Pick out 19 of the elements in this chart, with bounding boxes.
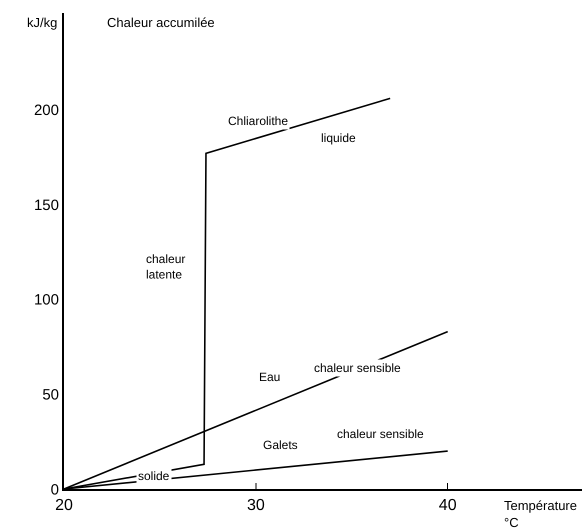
x-tick-label: 30	[246, 497, 265, 514]
y-tick-label: 100	[34, 292, 59, 309]
y-tick-label: 50	[42, 386, 59, 404]
annotation: liquide	[321, 131, 356, 145]
y-tick-label: 200	[34, 102, 59, 119]
y-tick-label: 0	[50, 481, 59, 498]
annotation: Galets	[263, 438, 298, 452]
y-axis-title: kJ/kg	[27, 15, 58, 30]
annotation: chaleur sensible	[314, 361, 402, 375]
chart-title: Chaleur accumilée	[107, 15, 215, 30]
y-tick-label: 150	[34, 196, 59, 214]
annotation: chaleur sensible	[337, 427, 424, 441]
annotation: Eau	[259, 370, 280, 384]
annotation: chaleur latente	[146, 252, 186, 282]
annotation: solide	[138, 469, 170, 483]
x-axis-title: Température °C	[504, 498, 577, 530]
x-tick-label: 20	[55, 497, 73, 514]
x-tick-label: 40	[438, 497, 457, 514]
annotation: Chliarolithe	[228, 114, 288, 128]
